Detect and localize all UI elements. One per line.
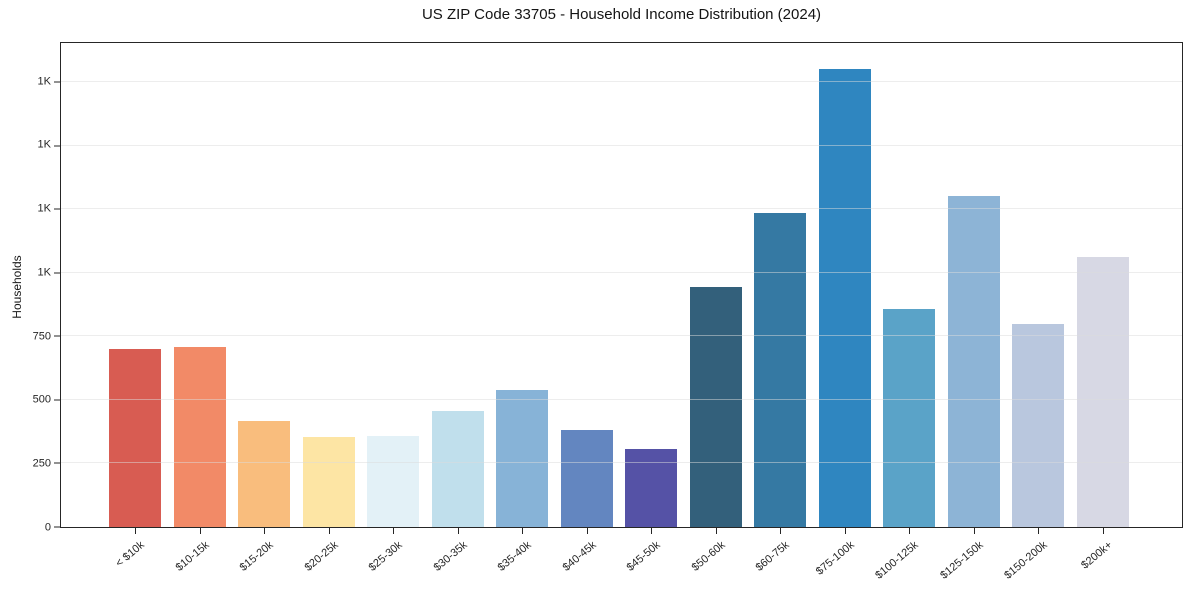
x-tick-label: $25-30k bbox=[366, 539, 405, 574]
x-tick-mark bbox=[199, 528, 201, 534]
x-tick-label: $200k+ bbox=[1078, 539, 1115, 572]
bar-16 bbox=[1076, 257, 1129, 527]
y-tick-label: 750 bbox=[32, 330, 51, 343]
x-tick-label: $20-25k bbox=[302, 539, 341, 574]
y-tick-mark bbox=[54, 208, 60, 210]
bar-1 bbox=[109, 349, 161, 527]
x-tick-mark bbox=[844, 528, 846, 534]
x-tick-mark bbox=[522, 528, 523, 534]
y-tick-mark bbox=[54, 526, 60, 528]
y-tick-label: 1K bbox=[37, 138, 51, 151]
x-tick-mark bbox=[1038, 528, 1039, 534]
y-tick-label: 250 bbox=[32, 457, 51, 470]
bar-5 bbox=[367, 435, 419, 527]
y-axis-ticks: 0 250 500 750 1K 1K 1K 1K bbox=[0, 42, 60, 533]
y-tick-label: 0 bbox=[44, 521, 51, 534]
x-tick-mark bbox=[909, 528, 910, 534]
x-tick-label: $40-45k bbox=[560, 539, 599, 574]
bar-3 bbox=[238, 421, 290, 527]
bar-12 bbox=[818, 68, 871, 527]
y-tick-mark bbox=[54, 335, 60, 337]
x-tick-mark bbox=[393, 528, 394, 534]
y-tick-label: 500 bbox=[32, 393, 51, 406]
x-tick-mark bbox=[264, 528, 265, 534]
x-tick-mark bbox=[651, 528, 652, 534]
x-tick-label: $100-125k bbox=[873, 539, 921, 582]
x-tick-label: < $10k bbox=[113, 539, 147, 570]
x-tick-label: $45-50k bbox=[624, 539, 663, 574]
x-tick-label: $10-15k bbox=[173, 539, 212, 574]
x-tick-label: $150-200k bbox=[1002, 539, 1050, 582]
bar-11 bbox=[754, 213, 806, 527]
gridline bbox=[61, 144, 1182, 146]
y-tick-label: 1K bbox=[37, 202, 51, 215]
bar-6 bbox=[431, 411, 484, 527]
gridline bbox=[61, 208, 1182, 210]
x-tick-label: $35-40k bbox=[495, 539, 534, 574]
y-tick-mark bbox=[54, 81, 60, 83]
y-tick-mark bbox=[54, 145, 60, 147]
bar-7 bbox=[496, 389, 548, 527]
x-tick-mark bbox=[780, 528, 781, 534]
gridline bbox=[61, 81, 1182, 83]
x-tick-label: $75-100k bbox=[813, 539, 857, 578]
x-axis-ticks: < $10k $10-15k $15-20k $20-25k $25-30k $30-35… bbox=[61, 533, 1184, 590]
bar-15 bbox=[1012, 324, 1064, 527]
x-tick-mark bbox=[1102, 528, 1104, 534]
gridline bbox=[61, 271, 1182, 273]
bar-13 bbox=[883, 309, 935, 527]
x-tick-mark bbox=[586, 528, 588, 534]
y-tick-mark bbox=[54, 399, 60, 401]
bar-14 bbox=[947, 196, 1000, 527]
x-tick-mark bbox=[135, 528, 136, 534]
x-tick-mark bbox=[715, 528, 717, 534]
y-tick-mark bbox=[54, 272, 60, 274]
x-tick-label: $15-20k bbox=[237, 539, 276, 574]
x-tick-label: $60-75k bbox=[753, 539, 792, 574]
chart-title: US ZIP Code 33705 - Household Income Dis… bbox=[421, 6, 822, 23]
x-tick-label: $30-35k bbox=[431, 539, 470, 574]
y-tick-label: 1K bbox=[37, 266, 51, 279]
plot-inner bbox=[54, 43, 1182, 534]
x-tick-mark bbox=[457, 528, 459, 534]
y-tick-mark bbox=[54, 462, 60, 464]
bar-10 bbox=[689, 287, 742, 527]
bar-2 bbox=[173, 346, 226, 527]
plot-area bbox=[54, 42, 1183, 534]
x-tick-label: $50-60k bbox=[689, 539, 728, 574]
x-tick-label: $125-150k bbox=[937, 539, 986, 582]
x-tick-mark bbox=[973, 528, 975, 534]
bar-9 bbox=[625, 449, 677, 527]
y-tick-label: 1K bbox=[37, 75, 51, 88]
bar-4 bbox=[302, 436, 355, 527]
bar-8 bbox=[560, 429, 613, 527]
x-tick-mark bbox=[328, 528, 330, 534]
